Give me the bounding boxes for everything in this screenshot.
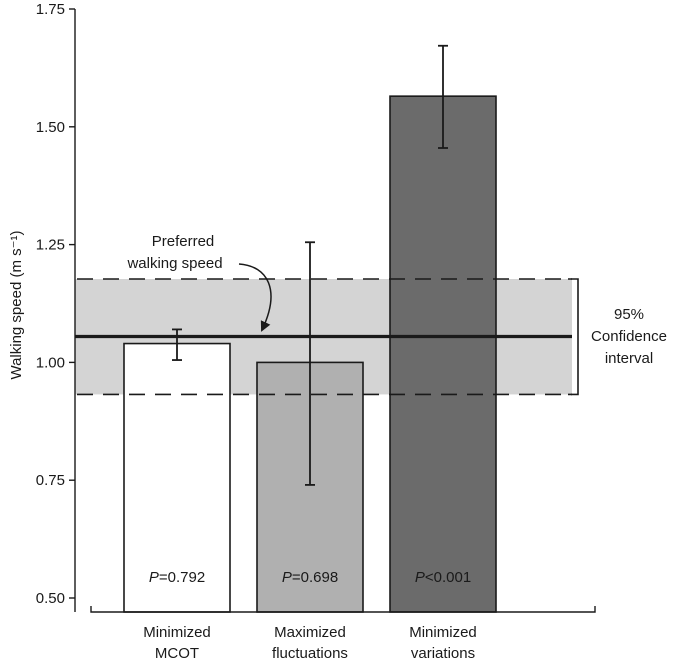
bar-1: [123, 342, 231, 613]
y-tick-label-5: 1.50: [36, 119, 65, 136]
p-value-label-3: P<0.001: [415, 569, 471, 586]
ci-label-line3: interval: [605, 350, 653, 367]
error-bar-2: [305, 241, 315, 486]
y-tick-label-4: 1.25: [36, 237, 65, 254]
y-tick-label-6: 1.75: [36, 1, 65, 18]
category-label-2-line1: Maximized: [274, 624, 346, 641]
category-label-1-line2: MCOT: [155, 645, 199, 662]
confidence-bracket: [568, 278, 579, 396]
ci-label-line1: 95%: [614, 306, 644, 323]
category-label-2-line2: fluctuations: [272, 645, 348, 662]
category-label-1-line1: Minimized: [143, 624, 211, 641]
category-label-3-line2: variations: [411, 645, 475, 662]
error-bar-1: [172, 328, 182, 361]
preferred-label-line2: walking speed: [126, 255, 222, 272]
y-tick-label-1: 0.50: [36, 590, 65, 607]
preferred-arrow: [238, 263, 272, 332]
p-value-label-2: P=0.698: [282, 569, 338, 586]
ci-label-line2: Confidence: [591, 328, 667, 345]
y-axis-label: Walking speed (m s⁻¹): [8, 230, 25, 379]
y-tick-label-3: 1.00: [36, 354, 65, 371]
category-label-3-line1: Minimized: [409, 624, 477, 641]
x-axis: [90, 606, 596, 613]
preferred-label-line1: Preferred: [152, 233, 215, 250]
p-value-label-1: P=0.792: [149, 569, 205, 586]
bar-3: [389, 95, 497, 613]
y-tick-label-2: 0.75: [36, 472, 65, 489]
error-bar-3: [438, 44, 448, 149]
